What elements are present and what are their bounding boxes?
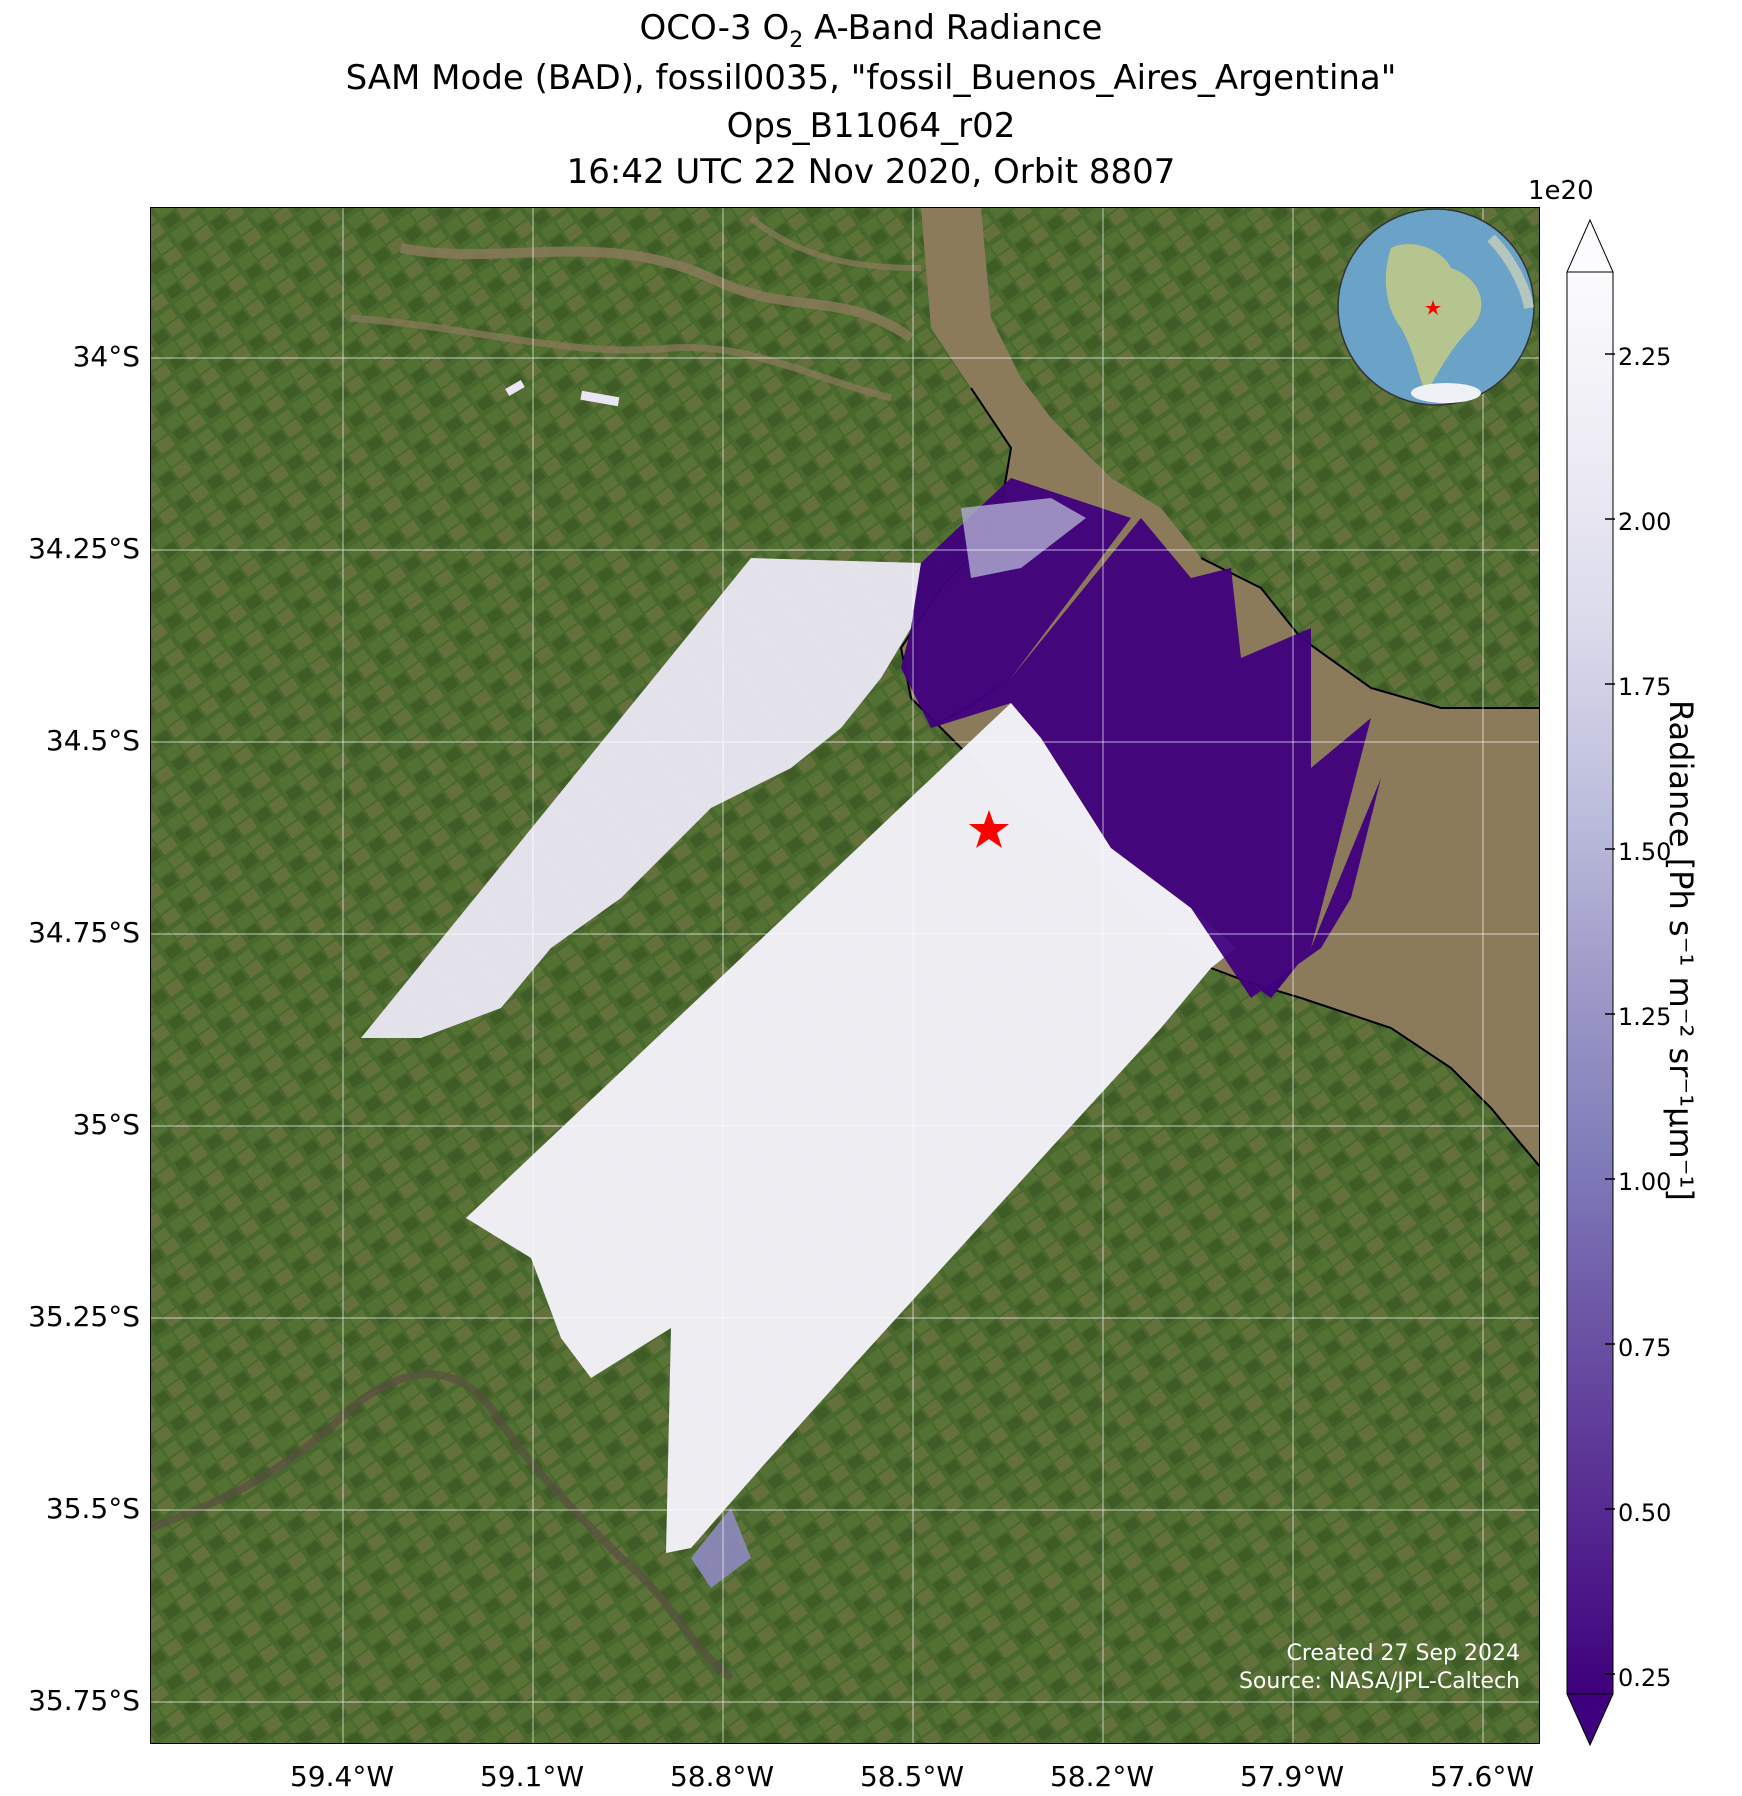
title-line-4: 16:42 UTC 22 Nov 2020, Orbit 8807 (566, 152, 1176, 192)
cb-tick-1-75: 1.75 (1618, 673, 1672, 701)
cb-tick-0-75: 0.75 (1618, 1334, 1672, 1362)
lon-tick-58-8: 58.8°W (669, 1760, 775, 1793)
inset-globe (1337, 208, 1535, 406)
south-america-shape (1385, 244, 1482, 393)
swath-water-main (931, 518, 1371, 998)
swath-water-north (901, 478, 1131, 728)
swath-upper-land (361, 558, 921, 1038)
salado-river (151, 1370, 734, 1682)
delta-channel (400, 243, 914, 343)
lat-tick-34: 34°S (72, 340, 140, 373)
lat-tick-34-75: 34.75°S (28, 916, 140, 949)
title-line-1: OCO-3 O2 A-Band Radiance (639, 8, 1103, 53)
cb-tick-2-25: 2.25 (1618, 343, 1672, 371)
map-panel (150, 207, 1540, 1744)
cb-tick-1-00: 1.00 (1618, 1168, 1672, 1196)
colorbar-extend-max (1566, 218, 1614, 273)
title-line-2: SAM Mode (BAD), fossil0035, "fossil_Buen… (345, 58, 1397, 98)
lat-tick-35: 35°S (72, 1108, 140, 1141)
swath-main-land (466, 703, 1236, 1553)
lat-tick-34-5: 34.5°S (45, 724, 140, 757)
credit-created: Created 27 Sep 2024 (1286, 1641, 1521, 1666)
colorbar-extend-min (1566, 1693, 1614, 1747)
map-canvas (151, 208, 1539, 1743)
coastline-uruguay (1200, 557, 1539, 709)
title-line-3: Ops_B11064_r02 (726, 106, 1016, 146)
colorbar-multiplier: 1e20 (1528, 176, 1594, 206)
lon-tick-58-2: 58.2°W (1049, 1760, 1155, 1793)
lon-tick-58-5: 58.5°W (859, 1760, 965, 1793)
lat-tick-34-25: 34.25°S (28, 532, 140, 565)
cb-tick-2-00: 2.00 (1618, 508, 1672, 536)
inset-target-star (1425, 300, 1441, 315)
cb-tick-0-50: 0.50 (1618, 1499, 1672, 1527)
swath-lilac-patch (691, 1508, 751, 1588)
lon-tick-59-1: 59.1°W (479, 1760, 585, 1793)
lat-tick-35-5: 35.5°S (45, 1492, 140, 1525)
lon-tick-59-4: 59.4°W (289, 1760, 395, 1793)
lon-tick-57-6: 57.6°W (1429, 1760, 1535, 1793)
credit-source: Source: NASA/JPL-Caltech (1238, 1669, 1520, 1694)
colorbar-label: Radiance [Ph s⁻¹ m⁻² sr⁻¹μm⁻¹] (1662, 700, 1700, 1201)
credits: Created 27 Sep 2024 Source: NASA/JPL-Cal… (1239, 1640, 1520, 1696)
lat-tick-35-75: 35.75°S (28, 1684, 140, 1717)
cb-tick-1-50: 1.50 (1618, 838, 1672, 866)
cb-tick-1-25: 1.25 (1618, 1003, 1672, 1031)
lon-tick-57-9: 57.9°W (1239, 1760, 1345, 1793)
target-star-marker (969, 810, 1009, 848)
graticule (151, 208, 1539, 1743)
lat-tick-35-25: 35.25°S (28, 1300, 140, 1333)
cb-tick-0-25: 0.25 (1618, 1664, 1672, 1692)
